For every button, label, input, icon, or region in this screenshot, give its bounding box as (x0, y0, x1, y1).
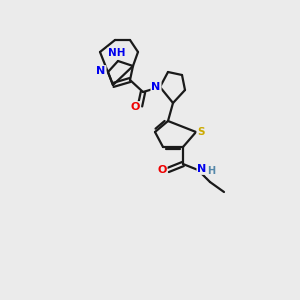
Text: S: S (197, 127, 205, 137)
Text: H: H (207, 166, 215, 176)
Text: N: N (96, 66, 106, 76)
Text: NH: NH (108, 48, 126, 58)
Text: N: N (197, 164, 207, 174)
Text: O: O (130, 102, 140, 112)
Text: N: N (152, 82, 160, 92)
Text: O: O (157, 165, 167, 175)
